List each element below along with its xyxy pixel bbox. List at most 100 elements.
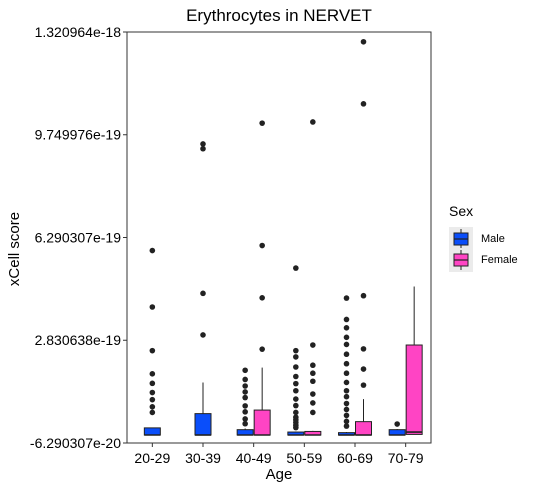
outlier-point bbox=[293, 402, 299, 409]
outlier-point bbox=[343, 341, 350, 348]
outlier-point bbox=[343, 360, 350, 367]
outlier-point bbox=[293, 265, 299, 271]
outlier-point bbox=[293, 387, 299, 394]
outlier-point bbox=[343, 351, 350, 358]
outlier-point bbox=[293, 409, 299, 416]
outlier-point bbox=[149, 409, 156, 416]
chart-title: Erythrocytes in NERVET bbox=[186, 6, 372, 25]
outlier-point bbox=[200, 141, 206, 147]
x-axis: 20-29 30-39 40-49 50-59 60-69 70-79 bbox=[134, 443, 424, 466]
y-tick-label: -6.290307e-20 bbox=[30, 435, 121, 451]
outlier-point bbox=[343, 418, 350, 425]
legend: Sex Male Female bbox=[449, 203, 518, 272]
y-axis: -6.290307e-20 2.830638e-19 6.290307e-19 9.7… bbox=[30, 24, 127, 451]
outlier-point bbox=[310, 370, 316, 377]
outlier-point bbox=[310, 378, 316, 385]
outlier-point bbox=[310, 362, 316, 369]
outlier-point bbox=[343, 370, 350, 377]
outlier-point bbox=[394, 421, 400, 427]
plot-panel bbox=[126, 31, 432, 444]
outlier-point bbox=[259, 120, 265, 126]
outlier-point bbox=[149, 347, 156, 354]
outlier-point bbox=[200, 332, 206, 338]
y-tick-label: 6.290307e-19 bbox=[35, 229, 122, 245]
outlier-point bbox=[293, 380, 299, 387]
box-male-60-69 bbox=[338, 295, 355, 436]
outlier-point bbox=[343, 393, 350, 400]
outlier-point bbox=[310, 400, 316, 406]
outlier-point bbox=[259, 294, 265, 301]
outlier-point bbox=[149, 371, 156, 377]
y-tick-label: 2.830638e-19 bbox=[35, 332, 122, 348]
legend-title: Sex bbox=[449, 203, 473, 219]
outlier-point bbox=[149, 396, 156, 403]
outlier-point bbox=[242, 383, 248, 389]
box-iqr bbox=[194, 413, 212, 436]
outlier-point bbox=[293, 396, 299, 402]
outlier-point bbox=[343, 324, 350, 331]
outlier-point bbox=[343, 316, 350, 323]
box-male-20-29 bbox=[143, 247, 161, 436]
box-male-30-39 bbox=[194, 141, 212, 436]
outlier-point bbox=[293, 364, 299, 370]
box-male-70-79 bbox=[388, 421, 406, 436]
outlier-point bbox=[293, 354, 299, 360]
legend-label-female: Female bbox=[481, 254, 518, 266]
outlier-point bbox=[360, 346, 367, 352]
box-iqr bbox=[143, 427, 161, 436]
outlier-point bbox=[293, 424, 299, 431]
outlier-point bbox=[293, 373, 299, 380]
outlier-point bbox=[310, 409, 316, 416]
box-iqr bbox=[405, 344, 423, 435]
outlier-point bbox=[149, 304, 156, 310]
legend-item-female: Female bbox=[449, 248, 518, 272]
outlier-point bbox=[242, 403, 248, 409]
outlier-point bbox=[242, 389, 248, 395]
outlier-point bbox=[343, 295, 350, 301]
outlier-point bbox=[360, 382, 367, 388]
box-female-40-49 bbox=[253, 120, 271, 436]
outlier-point bbox=[242, 409, 248, 415]
outlier-point bbox=[200, 290, 206, 297]
outlier-point bbox=[259, 346, 265, 352]
outlier-point bbox=[343, 379, 350, 386]
outlier-point bbox=[242, 420, 248, 427]
boxplot-layer bbox=[143, 38, 423, 436]
outlier-point bbox=[360, 38, 367, 45]
y-tick-label: 9.749976e-19 bbox=[35, 127, 122, 143]
outlier-point bbox=[343, 423, 350, 429]
outlier-point bbox=[149, 247, 156, 254]
outlier-point bbox=[242, 394, 248, 401]
box-female-70-79 bbox=[405, 286, 423, 435]
x-tick-label: 70-79 bbox=[388, 450, 424, 466]
box-female-60-69 bbox=[355, 38, 372, 436]
outlier-point bbox=[310, 119, 316, 125]
outlier-point bbox=[360, 366, 367, 372]
x-tick-label: 60-69 bbox=[337, 450, 373, 466]
outlier-point bbox=[360, 292, 367, 299]
outlier-point bbox=[343, 387, 350, 394]
outlier-point bbox=[149, 389, 156, 396]
legend-label-male: Male bbox=[481, 233, 505, 245]
outlier-point bbox=[259, 242, 265, 249]
box-male-50-59 bbox=[287, 265, 305, 436]
x-tick-label: 50-59 bbox=[286, 450, 322, 466]
outlier-point bbox=[360, 101, 367, 107]
outlier-point bbox=[242, 367, 248, 374]
outlier-point bbox=[242, 416, 248, 422]
outlier-point bbox=[149, 403, 156, 410]
box-iqr bbox=[253, 409, 271, 436]
outlier-point bbox=[343, 406, 350, 413]
box-male-40-49 bbox=[236, 367, 254, 436]
outlier-point bbox=[310, 391, 316, 397]
outlier-point bbox=[343, 412, 350, 419]
box-iqr bbox=[355, 421, 372, 436]
box-iqr bbox=[388, 429, 406, 436]
x-tick-label: 40-49 bbox=[236, 450, 272, 466]
outlier-point bbox=[149, 380, 156, 387]
outlier-point bbox=[242, 376, 248, 383]
outlier-point bbox=[343, 334, 350, 341]
x-tick-label: 20-29 bbox=[134, 450, 170, 466]
outlier-point bbox=[293, 347, 299, 354]
